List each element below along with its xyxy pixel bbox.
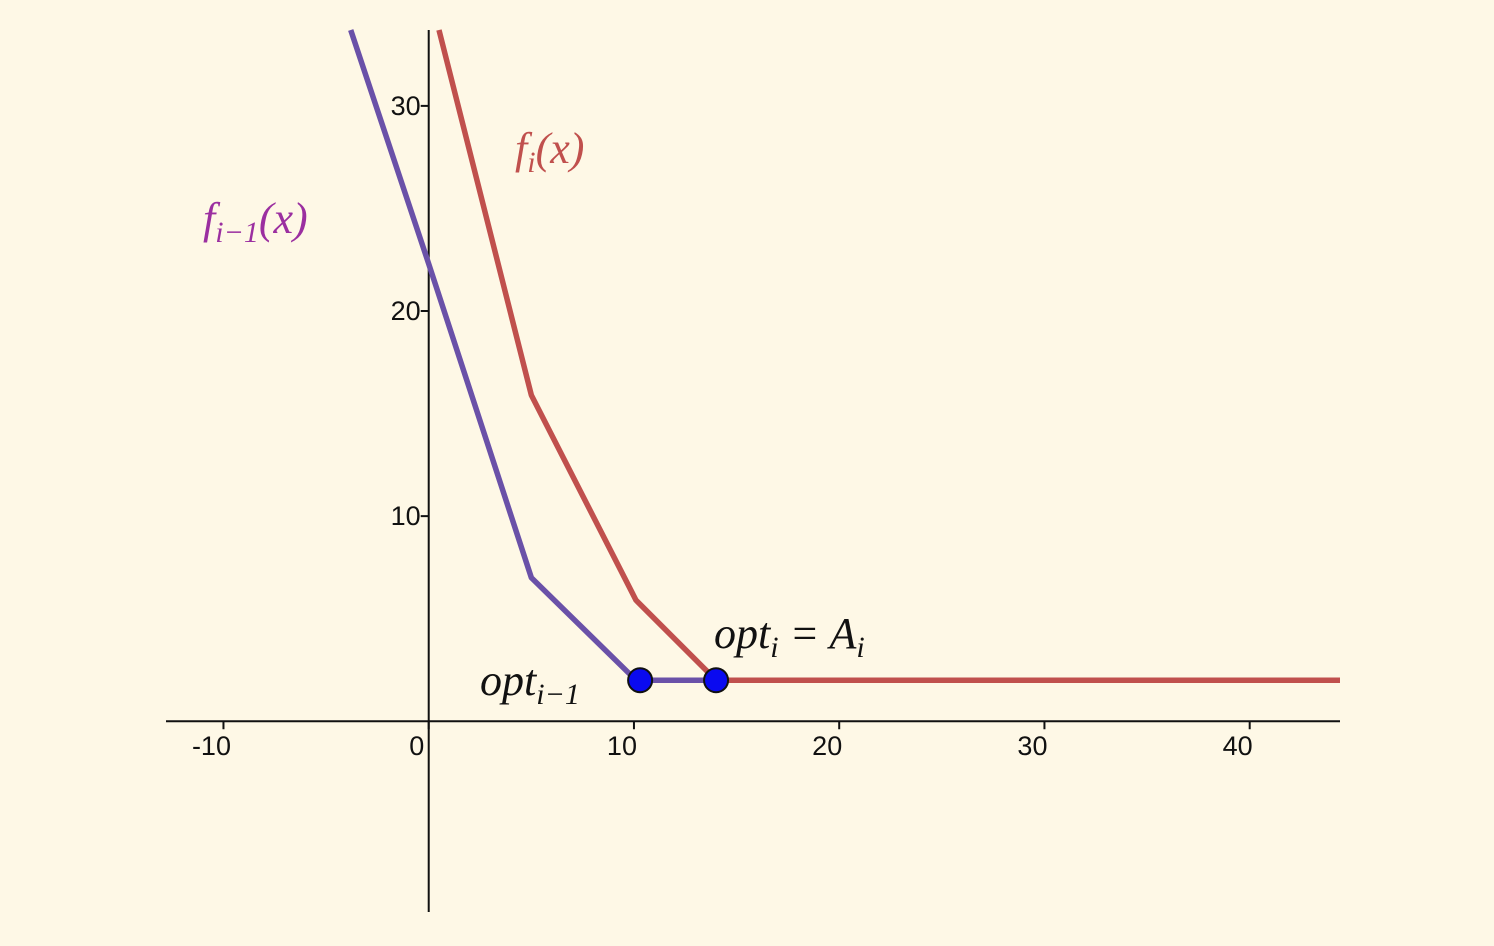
annotation-subscript: i [527, 146, 535, 179]
x-tick-label: -10 [192, 731, 231, 761]
x-tick-label: 30 [1017, 731, 1047, 761]
series-line [436, 29, 1340, 683]
annotation: fi(x) [515, 124, 584, 179]
annotation-subscript: i−1 [536, 678, 580, 711]
annotation-text: (x) [536, 124, 585, 173]
annotation-subscript: i [770, 631, 778, 664]
annotation: opti−1 [480, 656, 580, 711]
annotation-text: opt [714, 609, 772, 658]
x-tick-label: 0 [409, 731, 424, 761]
series-line [348, 29, 717, 683]
x-tick-label: 40 [1223, 731, 1253, 761]
annotation: opti = Ai [714, 609, 865, 664]
point [703, 667, 730, 694]
x-tick-label: 20 [812, 731, 842, 761]
x-tick-label: 10 [607, 731, 637, 761]
y-tick-label: 30 [391, 91, 421, 121]
point [627, 667, 654, 694]
annotation-subscript: i−1 [215, 216, 259, 249]
y-tick-label: 10 [391, 501, 421, 531]
annotation-text: opt [480, 656, 538, 705]
annotation-text: (x) [259, 194, 308, 243]
annotation: fi−1(x) [203, 194, 308, 249]
y-tick-label: 20 [391, 296, 421, 326]
annotation-subscript: i [856, 631, 864, 664]
annotation-text: = A [779, 609, 858, 658]
